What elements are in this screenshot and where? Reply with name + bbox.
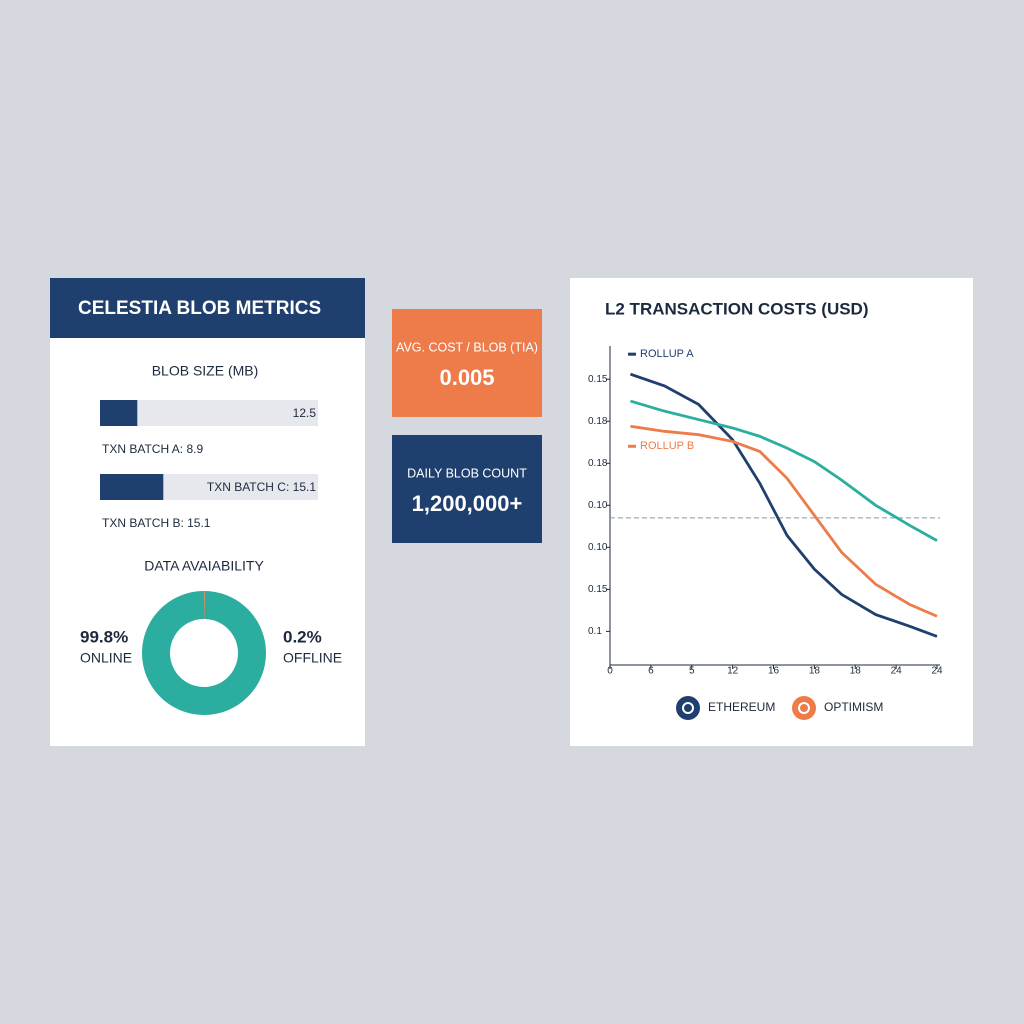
x-tick-label: 0	[607, 666, 613, 677]
legend-label: OPTIMISM	[824, 700, 883, 714]
y-tick-label: 0.15	[588, 584, 608, 595]
x-tick-label: 24	[891, 666, 903, 677]
y-tick-label: 0.18	[588, 416, 608, 427]
donut-value-label: 99.8%	[80, 627, 128, 646]
left-panel	[50, 278, 365, 746]
bar	[100, 400, 138, 426]
donut-slice	[142, 591, 267, 715]
chart-title: L2 TRANSACTION COSTS (USD)	[605, 299, 869, 318]
x-tick-label: 18	[850, 666, 862, 677]
line-series	[629, 372, 938, 638]
x-tick-label: 5	[689, 666, 695, 677]
legend-icon-inner	[682, 702, 694, 714]
right-panel	[570, 278, 973, 746]
kpi-card	[392, 309, 542, 417]
donut-slice	[204, 591, 205, 620]
bar-category: TXN BATCH B: 15.1	[102, 516, 211, 530]
legend-icon	[792, 696, 816, 720]
chart-title: BLOB SIZE (MB)	[152, 363, 259, 379]
kpi-value: 1,200,000+	[412, 491, 523, 516]
left-panel-header	[50, 278, 365, 338]
legend-icon-inner	[798, 702, 810, 714]
kpi-value: 0.005	[439, 365, 494, 390]
legend-label: ETHEREUM	[708, 700, 775, 714]
y-tick-label: 0.10	[588, 500, 608, 511]
left-panel-title: CELESTIA BLOB METRICS	[78, 298, 321, 319]
line-series	[630, 399, 938, 542]
x-tick-label: 24	[931, 666, 943, 677]
donut-value-label: 0.2%	[283, 627, 322, 646]
donut-category: OFFLINE	[283, 650, 342, 666]
kpi-label: AVG. COST / BLOB (TIA)	[396, 340, 538, 354]
donut-category: ONLINE	[80, 650, 132, 666]
legend-icon	[676, 696, 700, 720]
bar-track-label: TXN BATCH C: 15.1	[207, 480, 316, 494]
kpi-label: DAILY BLOB COUNT	[407, 466, 527, 480]
x-tick-label: 16	[768, 666, 780, 677]
y-tick-label: 0.18	[588, 458, 608, 469]
x-tick-label: 6	[648, 666, 654, 677]
bar-track-label: 12.5	[293, 406, 317, 420]
line-series	[630, 424, 938, 618]
bar	[100, 474, 164, 500]
x-tick-label: 18	[809, 666, 821, 677]
bar-category: TXN BATCH A: 8.9	[102, 442, 203, 456]
chart-title: DATA AVAIABILITY	[144, 558, 264, 574]
y-tick-label: 0.10	[588, 542, 608, 553]
series-label: ROLLUP B	[640, 440, 694, 452]
y-tick-label: 0.15	[588, 374, 608, 385]
y-tick-label: 0.1	[588, 626, 602, 637]
kpi-card	[392, 435, 542, 543]
series-label: ROLLUP A	[640, 348, 694, 360]
x-tick-label: 12	[727, 666, 739, 677]
